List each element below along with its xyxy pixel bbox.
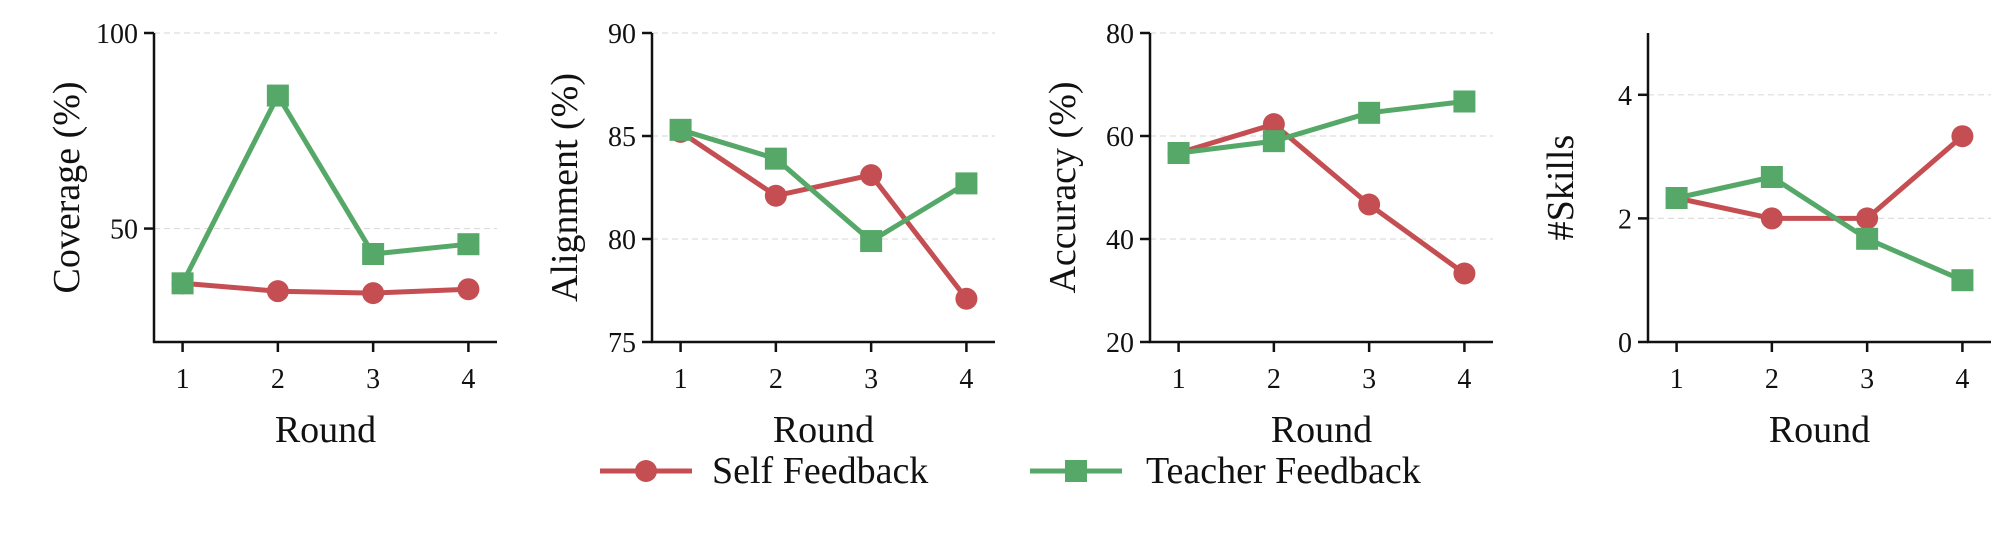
data-point-teacher-feedback — [457, 233, 480, 256]
x-tick-label: 3 — [366, 364, 380, 395]
x-tick-label: 3 — [864, 364, 878, 395]
data-point-self-feedback — [1453, 262, 1476, 285]
legend-teacher-feedback-label: Teacher Feedback — [1146, 450, 1421, 492]
y-tick-label: 2 — [1618, 204, 1632, 235]
data-point-self-feedback — [860, 164, 883, 187]
y-tick-label: 20 — [1106, 328, 1134, 359]
x-tick-label: 1 — [1172, 364, 1186, 395]
x-tick-label: 4 — [1955, 364, 1969, 395]
y-tick-label: 85 — [608, 122, 636, 153]
series-line-self-feedback — [679, 129, 969, 301]
y-tick-label: 0 — [1618, 328, 1632, 359]
data-point-teacher-feedback — [1665, 187, 1688, 210]
y-tick-label: 60 — [1106, 122, 1134, 153]
x-tick-label: 4 — [1457, 364, 1471, 395]
y-tick-label: 50 — [110, 215, 138, 246]
y-axis-label: Accuracy (%) — [1042, 81, 1084, 293]
x-tick-label: 1 — [674, 364, 688, 395]
x-tick-label: 3 — [1860, 364, 1874, 395]
legend-self-feedback-marker — [635, 460, 657, 482]
series-line-teacher-feedback — [1178, 99, 1465, 156]
y-tick-label: 4 — [1618, 81, 1632, 112]
x-axis-label: Round — [773, 409, 874, 451]
data-point-teacher-feedback — [1262, 130, 1285, 153]
data-point-teacher-feedback — [860, 230, 883, 253]
data-point-teacher-feedback — [1167, 141, 1190, 164]
series-line-self-feedback — [1676, 134, 1965, 221]
data-point-teacher-feedback — [362, 242, 385, 265]
data-point-self-feedback — [764, 184, 787, 207]
x-tick-label: 2 — [769, 364, 783, 395]
data-point-teacher-feedback — [764, 147, 787, 170]
data-point-self-feedback — [266, 280, 289, 303]
x-tick-label: 1 — [1670, 364, 1684, 395]
data-point-teacher-feedback — [266, 84, 289, 107]
x-tick-label: 3 — [1362, 364, 1376, 395]
y-axis-label: Alignment (%) — [544, 73, 586, 302]
data-point-self-feedback — [1358, 193, 1381, 216]
x-axis-label: Round — [275, 409, 376, 451]
series-line-self-feedback — [182, 280, 469, 296]
chart-panel-1: 50 100 1 2 3 4 Round Coverage (%) — [46, 19, 497, 451]
data-point-teacher-feedback — [1358, 101, 1381, 124]
y-axis-label: #Skills — [1540, 135, 1582, 241]
x-axis-label: Round — [1769, 409, 1870, 451]
data-point-self-feedback — [1760, 207, 1783, 230]
legend-self-feedback-label: Self Feedback — [712, 450, 928, 492]
data-point-teacher-feedback — [171, 272, 194, 295]
x-axis-label: Round — [1271, 409, 1372, 451]
x-tick-label: 4 — [461, 364, 475, 395]
x-tick-label: 1 — [176, 364, 190, 395]
y-tick-label: 80 — [1106, 19, 1134, 50]
y-tick-label: 100 — [96, 19, 138, 50]
legend-teacher-feedback-marker — [1065, 460, 1087, 482]
x-tick-label: 4 — [959, 364, 973, 395]
series-line-teacher-feedback — [180, 93, 469, 285]
data-point-self-feedback — [1951, 125, 1974, 148]
y-tick-label: 40 — [1106, 225, 1134, 256]
chart-panel-4: 0 2 4 1 2 3 4 Round #Skills — [1540, 33, 1991, 451]
data-point-teacher-feedback — [955, 172, 978, 195]
data-point-self-feedback — [1856, 207, 1879, 230]
series-line-teacher-feedback — [679, 127, 968, 244]
x-tick-label: 2 — [271, 364, 285, 395]
legend: Self Feedback Teacher Feedback — [600, 450, 1421, 492]
data-point-teacher-feedback — [1951, 269, 1974, 292]
chart-panel-2: 75 80 85 90 1 2 3 4 Round Alignment (%) — [544, 19, 995, 451]
chart-panel-3: 20 40 60 80 1 2 3 4 Round Accuracy (%) — [1042, 19, 1493, 451]
x-tick-label: 2 — [1765, 364, 1779, 395]
chart-panels: 50 100 1 2 3 4 Round Coverage (%) 75 80 85 90 1 2 3 4 Ro… — [46, 19, 1991, 451]
data-point-self-feedback — [955, 287, 978, 310]
y-tick-label: 80 — [608, 225, 636, 256]
data-point-teacher-feedback — [1453, 90, 1476, 113]
data-point-teacher-feedback — [1760, 165, 1783, 188]
x-tick-label: 2 — [1267, 364, 1281, 395]
data-point-teacher-feedback — [1856, 227, 1879, 250]
y-tick-label: 75 — [608, 328, 636, 359]
data-point-teacher-feedback — [669, 118, 692, 141]
y-axis-label: Coverage (%) — [46, 81, 88, 293]
data-point-self-feedback — [362, 282, 385, 305]
series-line-self-feedback — [1177, 121, 1466, 276]
data-point-self-feedback — [457, 278, 480, 301]
series-line-teacher-feedback — [1676, 174, 1964, 283]
y-tick-label: 90 — [608, 19, 636, 50]
data-point-self-feedback — [1262, 113, 1285, 136]
